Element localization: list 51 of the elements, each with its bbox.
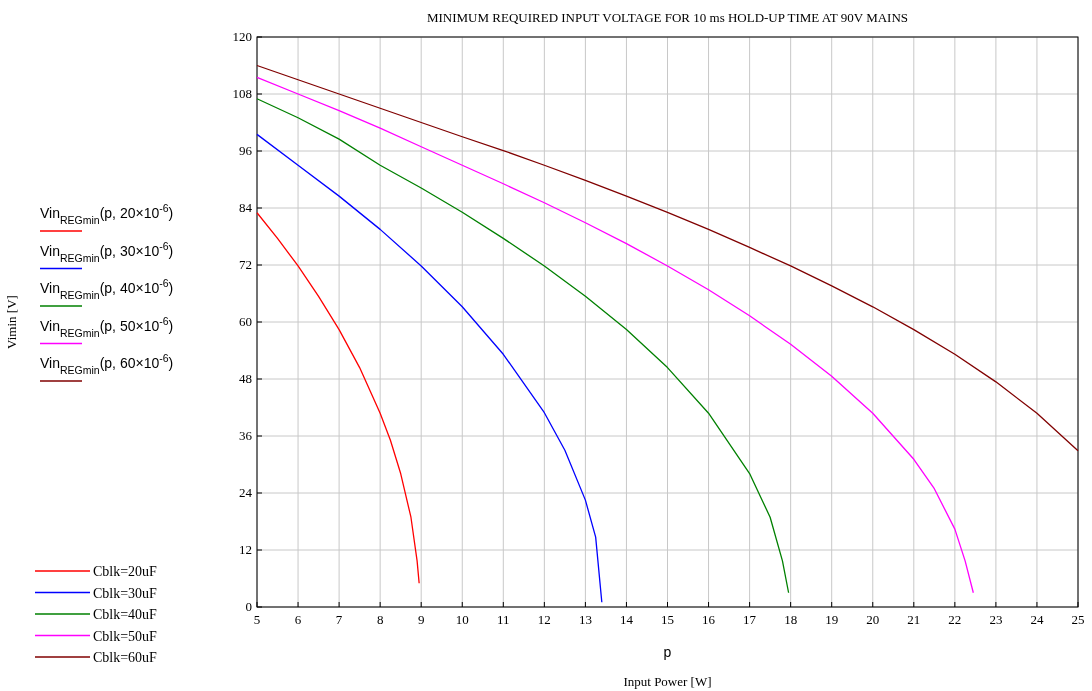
x-tick-label: 13 — [578, 612, 592, 627]
x-tick-label: 23 — [989, 612, 1003, 627]
x-tick-label: 15 — [661, 612, 674, 627]
y-tick-label: 96 — [239, 143, 253, 158]
text: Vin$_{REGmin}$(p, 30×10$^{-6}$) — [40, 239, 174, 264]
x-tick-label: 19 — [825, 612, 839, 627]
legend-label: Cblk=30uF — [93, 585, 158, 601]
legend-label: Cblk=60uF — [93, 650, 158, 665]
y-tick-label: 12 — [239, 542, 252, 557]
x-tick-label: 9 — [417, 612, 425, 627]
x-axis-title: Input Power [W] — [623, 674, 712, 689]
x-tick-label: 21 — [907, 612, 921, 627]
text: Vimin [V] — [4, 295, 19, 349]
line-series — [256, 64, 1079, 452]
x-tick-label: 8 — [376, 612, 384, 627]
x-tick-label: 17 — [743, 612, 757, 627]
y-tick-label: 48 — [239, 371, 252, 386]
legend-label: Cblk=20uF — [93, 564, 158, 579]
text: Vin$_{REGmin}$(p, 50×10$^{-6}$) — [40, 314, 174, 339]
text: p — [663, 644, 672, 660]
x-tick-label: 7 — [335, 612, 343, 627]
line-series — [256, 76, 974, 594]
line-series — [256, 133, 603, 603]
x-tick-label: 24 — [1030, 612, 1044, 627]
y-tick-label: 84 — [239, 200, 253, 215]
y-tick-label: 24 — [239, 485, 253, 500]
y-tick-label: 60 — [239, 314, 252, 329]
y-tick-label: 0 — [245, 599, 252, 614]
x-tick-label: 25 — [1071, 612, 1085, 627]
x-tick-label: 18 — [784, 612, 798, 627]
chart-title: MINIMUM REQUIRED INPUT VOLTAGE FOR 10 ms HOLD-UP TIME AT 90V MAINS — [426, 10, 909, 25]
y-tick-label: 36 — [239, 428, 253, 443]
text: Vin$_{REGmin}$(p, 20×10$^{-6}$) — [40, 202, 174, 226]
x-tick-label: 20 — [866, 612, 880, 627]
x-tick-label: 6 — [294, 612, 302, 627]
line-series — [256, 212, 420, 584]
text: Vin$_{REGmin}$(p, 60×10$^{-6}$) — [40, 352, 174, 376]
x-tick-label: 22 — [948, 612, 962, 627]
line-series — [256, 98, 790, 594]
x-tick-label: 16 — [702, 612, 716, 627]
y-tick-label: 120 — [232, 29, 252, 44]
x-tick-label: 12 — [537, 612, 551, 627]
x-tick-label: 11 — [497, 612, 510, 627]
legend-label: Cblk=40uF — [93, 607, 158, 622]
y-tick-label: 72 — [239, 257, 252, 272]
x-tick-label: 14 — [619, 612, 634, 627]
y-tick-label: 108 — [232, 86, 252, 101]
text: Vin$_{REGmin}$(p, 40×10$^{-6}$) — [40, 277, 174, 301]
x-tick-label: 5 — [253, 612, 261, 627]
x-tick-label: 10 — [455, 612, 469, 627]
legend-label: Cblk=50uF — [93, 628, 158, 644]
